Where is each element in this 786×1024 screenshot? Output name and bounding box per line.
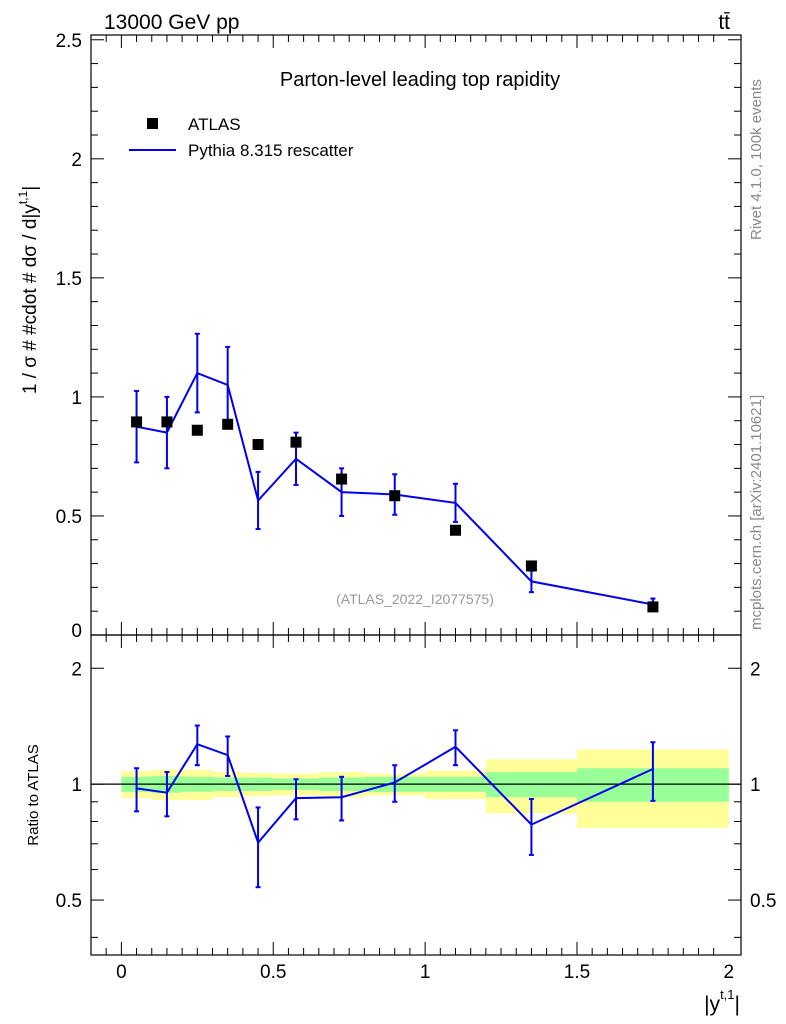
- legend-mc-label: Pythia 8.315 rescatter: [188, 141, 354, 160]
- data-point: [191, 424, 203, 436]
- main-plot-title: Parton-level leading top rapidity: [280, 69, 560, 91]
- main-ytick-label: 2.5: [56, 31, 82, 52]
- watermark-label: (ATLAS_2022_I2077575): [336, 591, 494, 607]
- legend-data-marker: [147, 118, 158, 129]
- main-ytick-label: 0: [71, 621, 82, 642]
- data-point: [290, 436, 302, 448]
- data-point: [252, 439, 264, 451]
- ratio-xtick-label: 1: [420, 962, 431, 983]
- ratio-xlabel-end: |: [735, 993, 740, 1016]
- main-panel: (ATLAS_2022_I2077575) 0 0.5 1 1.5 2 2.5 Parto…: [16, 31, 742, 642]
- ratio-ytick-label-right: 0.5: [750, 891, 776, 912]
- main-ytick-label: 1.5: [56, 269, 82, 290]
- main-ylabel-end: |: [20, 186, 41, 191]
- main-ylabel: 1 / σ # #cdot # dσ / d|yt,1|: [16, 186, 41, 394]
- main-ytick-label: 1: [71, 388, 82, 409]
- legend-data-label: ATLAS: [188, 115, 241, 134]
- main-ylabel-main: 1 / σ # #cdot # dσ / d|y: [20, 204, 41, 394]
- legend: ATLAS Pythia 8.315 rescatter: [129, 115, 354, 160]
- ratio-panel: 0.5 0.5 1 1 2 2 0 0.5 1 1.5 2 Ratio to ATLAS |yt,…: [25, 634, 776, 1016]
- ratio-xlabel-sup: t,1: [720, 987, 734, 1002]
- rivet-label: Rivet 4.1.0, 100k events: [748, 79, 765, 240]
- data-point: [525, 560, 537, 572]
- ratio-xtick-label: 0.5: [260, 962, 286, 983]
- data-point: [389, 490, 401, 502]
- data-point: [336, 473, 348, 485]
- main-ytick-label: 2: [71, 150, 82, 171]
- data-point: [161, 416, 173, 428]
- ratio-xtick-label: 1.5: [564, 962, 590, 983]
- process-label: tt̄: [718, 11, 730, 34]
- ratio-plot-frame: [90, 634, 742, 956]
- main-ylabel-sup: t,1: [16, 190, 30, 204]
- ratio-xtick-label: 0: [116, 962, 127, 983]
- ratio-ytick-label-left: 0.5: [56, 891, 82, 912]
- ratio-ytick-label-left: 1: [71, 775, 82, 796]
- data-point: [131, 416, 143, 428]
- mcplots-label: mcplots.cern.ch [arXiv:2401.10621]: [748, 395, 765, 630]
- energy-label: 13000 GeV pp: [104, 11, 239, 34]
- ratio-ytick-label-right: 1: [750, 775, 761, 796]
- ratio-ylabel: Ratio to ATLAS: [25, 744, 42, 845]
- data-point: [647, 601, 659, 613]
- main-ytick-label: 0.5: [56, 507, 82, 528]
- ratio-xtick-label: 2: [724, 962, 735, 983]
- ratio-ytick-label-left: 2: [71, 659, 82, 680]
- data-point: [222, 418, 234, 430]
- ratio-xlabel: |yt,1|: [704, 987, 740, 1016]
- ratio-ytick-label-right: 2: [750, 659, 761, 680]
- ratio-xlabel-main: |y: [704, 993, 720, 1016]
- data-point: [449, 524, 461, 536]
